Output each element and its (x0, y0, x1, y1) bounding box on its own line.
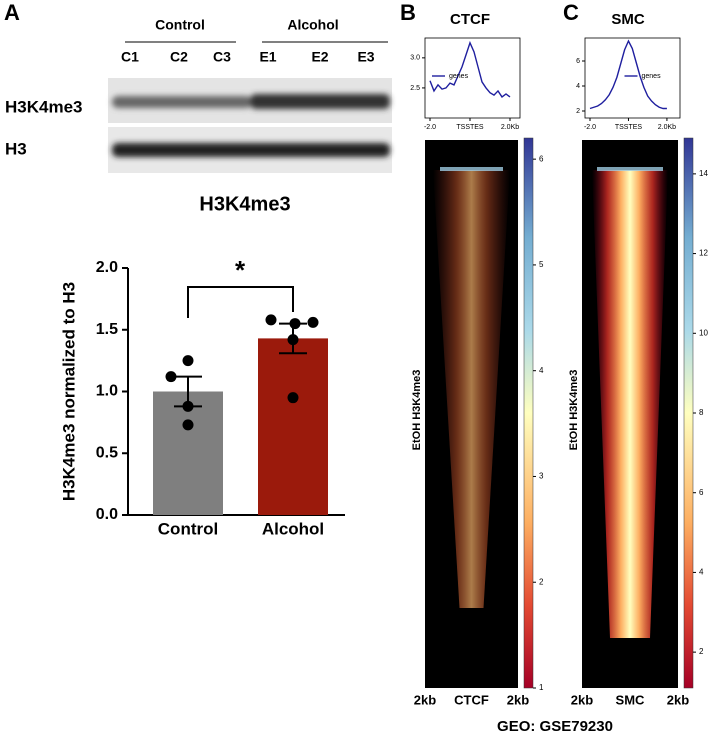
data-point (287, 334, 299, 346)
significance-bracket (187, 286, 294, 318)
x-tick-label: TSSTES (615, 124, 643, 131)
significance-star: * (235, 255, 246, 285)
data-point (182, 355, 194, 367)
data-point (182, 419, 194, 431)
y-axis-label: EtOH H3K4me3 (568, 370, 580, 451)
colorbar-tick-label: 4 (539, 366, 544, 375)
y-axis-label: H3K4me3 normalized to H3 (59, 282, 78, 501)
y-tick-label: 0.0 (96, 506, 118, 523)
lane-label: E3 (357, 49, 374, 65)
x-tick-label: -2.0 (424, 124, 436, 131)
chart-title: H3K4me3 (199, 193, 290, 215)
x-tick-label: TSSTES (456, 124, 484, 131)
lane-label: C1 (121, 49, 139, 65)
lane-label: E2 (311, 49, 328, 65)
colorbar-tick-label: 1 (539, 683, 544, 692)
colorbar-tick-label: 5 (539, 260, 544, 269)
bar (153, 391, 223, 515)
panel-label: C (563, 0, 579, 25)
y-tick-label: 0.5 (96, 444, 118, 461)
y-tick-label: 2.0 (96, 259, 118, 276)
x-axis-label: 2kb (414, 692, 436, 707)
chart-title: SMC (611, 11, 645, 28)
lane-label: E1 (259, 49, 276, 65)
x-axis-label: CTCF (454, 692, 489, 707)
data-point (165, 371, 177, 383)
x-tick-label: 2.0Kb (658, 124, 676, 131)
y-tick-label: 3.0 (410, 55, 420, 62)
legend-label: genes (642, 73, 662, 80)
y-tick-label: 6 (576, 58, 580, 65)
heatmap-signal (433, 170, 510, 608)
y-tick-label: 2 (576, 108, 580, 115)
colorbar-tick-label: 2 (539, 577, 544, 586)
x-axis-label: 2kb (507, 692, 529, 707)
group-label: Alcohol (287, 17, 338, 33)
heatmap-top-rows (440, 167, 503, 171)
colorbar-tick-label: 10 (699, 328, 708, 337)
colorbar-tick-label: 6 (539, 154, 544, 163)
lane-label: C2 (170, 49, 188, 65)
blot-bands (112, 94, 390, 157)
y-tick-label: 4 (576, 83, 580, 90)
heatmap-top-rows (597, 167, 663, 171)
panel-label: A (4, 0, 20, 25)
data-point (289, 318, 301, 330)
x-tick-label: 2.0Kb (501, 124, 519, 131)
data-point (182, 400, 194, 412)
x-tick-label: Alcohol (262, 519, 324, 538)
colorbar (523, 137, 534, 689)
chart-title: CTCF (450, 11, 490, 28)
bar (258, 338, 328, 515)
colorbar-tick-label: 12 (699, 249, 708, 258)
row-label: H3K4me3 (5, 97, 83, 116)
group-label: Control (155, 17, 205, 33)
y-tick-label: 1.0 (96, 383, 118, 400)
plot-frame (424, 37, 521, 119)
data-point (287, 392, 299, 404)
x-tick-label: -2.0 (584, 124, 596, 131)
x-axis-label: 2kb (667, 692, 689, 707)
colorbar-tick-label: 4 (699, 568, 704, 577)
plot-frame (584, 37, 681, 119)
colorbar-tick-label: 2 (699, 647, 704, 656)
x-axis-label: SMC (616, 692, 646, 707)
row-label: H3 (5, 139, 27, 158)
lane-label: C3 (213, 49, 231, 65)
y-tick-label: 1.5 (96, 321, 118, 338)
x-axis-label: 2kb (571, 692, 593, 707)
heatmap-signal (592, 170, 668, 638)
colorbar-tick-label: 6 (699, 488, 704, 497)
y-axis-label: EtOH H3K4me3 (411, 370, 423, 451)
data-point (307, 316, 319, 328)
colorbar (683, 137, 694, 689)
x-tick-label: Control (158, 519, 218, 538)
footer: GEO: GSE79230 (497, 718, 613, 735)
panel-label: B (400, 0, 416, 25)
colorbar-tick-label: 3 (539, 472, 544, 481)
y-tick-label: 2.5 (410, 85, 420, 92)
legend-label: genes (449, 73, 469, 80)
data-point (265, 314, 277, 326)
profile-line (429, 40, 511, 98)
profile-line (589, 39, 667, 110)
western-blot (108, 78, 392, 173)
colorbar-tick-label: 14 (699, 169, 708, 178)
colorbar-tick-label: 8 (699, 408, 704, 417)
